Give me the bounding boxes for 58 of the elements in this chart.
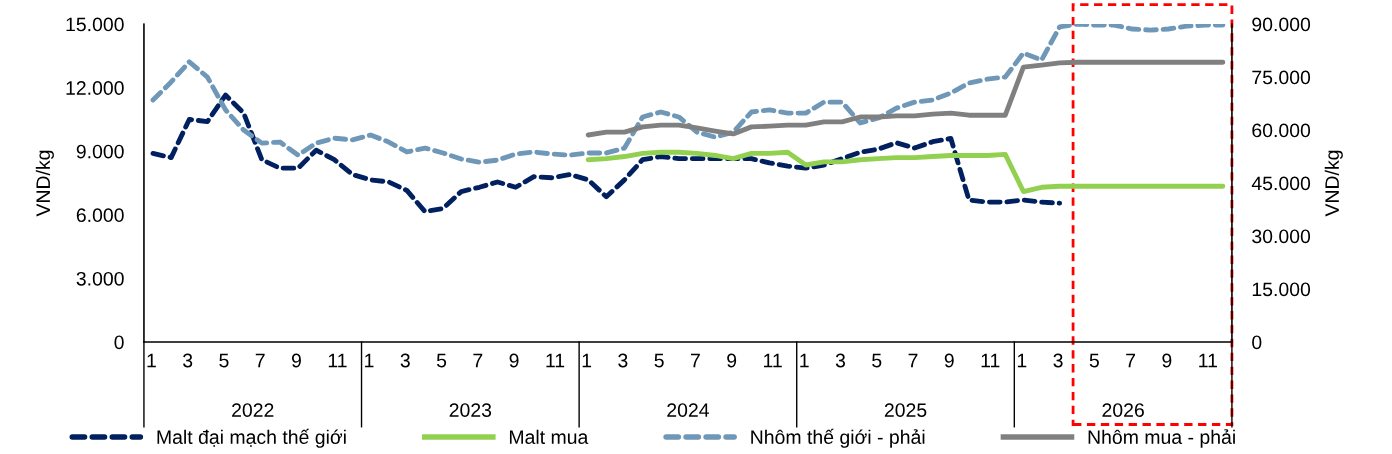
line-series [585, 59, 1226, 138]
x-tick-label: 1 [365, 353, 374, 368]
x-tick-label: 5 [219, 353, 229, 368]
y-axis-title: VND/kg [35, 150, 54, 217]
line-series [150, 92, 1063, 215]
text: 2024 [667, 403, 709, 417]
x-tick-label: 9 [291, 353, 301, 368]
x-tick-label: 11 [1199, 353, 1217, 368]
y2-tick-label: 45.000 [1251, 176, 1311, 191]
x-tick-label: 11 [764, 353, 782, 368]
x-tick-label: 11 [328, 353, 347, 368]
y-tick-label: 12.000 [66, 81, 124, 95]
x-tick-label: 5 [1089, 353, 1099, 368]
y2-tick-label: 15.000 [1252, 282, 1311, 297]
x-tick-label: 7 [255, 353, 265, 368]
y2-axis-title: VND/kg [1324, 150, 1343, 217]
text: 2022 [232, 403, 274, 417]
x-tick-label: 3 [1053, 353, 1063, 368]
y-tick-label: 9.000 [76, 144, 124, 159]
x-tick-label: 3 [618, 353, 628, 368]
x-tick-label: 11 [981, 353, 1000, 368]
x-tick-label: 9 [727, 353, 737, 368]
y2-tick-label: 60.000 [1252, 123, 1311, 138]
text: 2026 [1102, 403, 1144, 417]
y2-tick-label: 75.000 [1252, 70, 1311, 85]
x-tick-label: 3 [835, 353, 846, 368]
y2-tick-label: 30.000 [1252, 229, 1311, 244]
x-tick-label: 7 [473, 353, 483, 368]
legend-label: Nhôm thế giới - phải [751, 428, 925, 448]
x-tick-label: 7 [1126, 353, 1136, 368]
x-tick-label: 7 [690, 353, 700, 368]
y2-tick-label: 0 [1252, 335, 1262, 350]
x-tick-label: 5 [654, 353, 664, 368]
x-tick-label: 5 [436, 353, 447, 368]
text: 2025 [884, 403, 927, 417]
x-tick-label: 9 [944, 353, 954, 368]
x-tick-label: 1 [582, 353, 592, 368]
x-tick-label: 5 [872, 353, 882, 368]
x-tick-label: 3 [183, 353, 193, 368]
legend-label: Malt mua [509, 429, 589, 445]
legend-label: Nhôm mua - phải [1088, 429, 1235, 448]
y2-tick-label: 90.000 [1252, 17, 1311, 32]
x-tick-label: 9 [509, 353, 519, 368]
y-tick-label: 15.000 [66, 17, 124, 32]
x-tick-label: 9 [1162, 353, 1172, 368]
legend-label: Malt đại mạch thế giới [157, 428, 346, 448]
line-series [585, 149, 1226, 194]
y-tick-label: 0 [114, 335, 124, 350]
x-tick-label: 3 [400, 353, 410, 368]
x-tick-label: 1 [147, 353, 156, 368]
y-tick-label: 6.000 [76, 208, 124, 223]
x-tick-label: 7 [908, 353, 918, 368]
x-tick-label: 1 [800, 353, 809, 368]
x-tick-label: 1 [1017, 353, 1027, 368]
y-tick-label: 3.000 [76, 271, 124, 286]
x-tick-label: 11 [546, 353, 565, 368]
line-series [150, 24, 1226, 165]
text: 2023 [449, 403, 492, 417]
